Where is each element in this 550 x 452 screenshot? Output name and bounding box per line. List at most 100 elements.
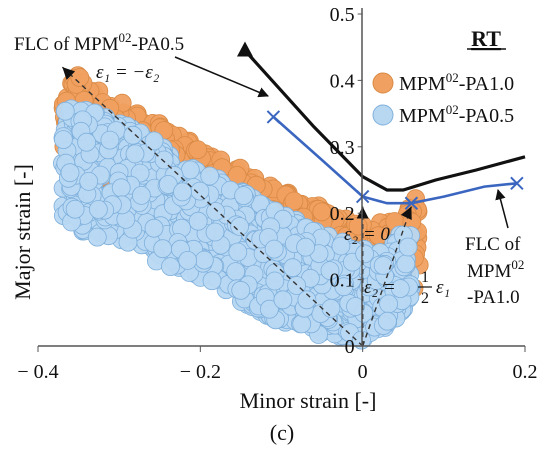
point-pa05 [297,290,317,310]
annotation-eq-plane: ε₂ = 0 [344,224,390,245]
flc-line-1 [272,115,518,205]
point-pa05 [202,271,222,291]
point-pa05 [287,276,307,295]
y-axis-title: Major strain [-] [10,164,35,300]
point-pa05 [265,271,285,291]
point-pa05 [188,211,208,231]
annotation-eq-biaxial-num: 1 [421,269,429,286]
point-pa05 [355,244,375,264]
point-pa05 [259,299,279,319]
point-pa05 [283,258,303,278]
point-pa05 [125,144,145,164]
point-pa05 [111,178,131,198]
x-tick-label: 0.2 [513,361,538,383]
point-pa05 [55,101,75,121]
point-pa05 [190,181,210,201]
point-pa05 [144,131,164,151]
x-tick-label: − 0.2 [180,361,221,383]
legend-label-pa05: MPM02-PA0.5 [399,102,514,127]
point-pa05 [396,254,416,274]
point-pa05 [65,199,85,219]
flc-marker-x [510,176,524,191]
point-pa05 [320,261,340,281]
point-pa05 [331,236,351,256]
point-pa10 [284,191,304,211]
flc-lines [236,41,526,210]
annotation-flc-pa10-line1: FLC of [465,234,521,255]
y-tick-label: 0.1 [330,270,355,292]
point-pa05 [54,130,73,150]
point-pa05 [230,217,250,236]
point-pa05 [346,297,365,316]
legend-marker-pa05 [372,104,394,126]
annotation-flc-pa05: FLC of MPM02-PA0.5 [14,30,184,55]
point-pa05 [87,227,107,247]
legend-marker-pa10 [372,72,394,94]
annotation-eq-biaxial-lhs: ε₂ = [364,277,396,298]
annotation-arrow-flc-pa05 [174,56,269,98]
point-pa05 [228,242,248,262]
point-pa05 [200,166,220,186]
flc-marker-x [404,196,419,210]
point-pa05 [79,171,99,191]
y-tick-label: 0.4 [330,70,355,92]
annotation-flc-pa10-line3: -PA1.0 [467,287,520,308]
point-pa05 [144,218,164,238]
annotation-eq-biaxial-den: 2 [421,290,429,307]
point-pa05 [373,256,393,276]
point-pa05 [234,186,254,206]
point-pa10 [312,202,332,222]
point-pa05 [161,257,180,277]
guide-biaxial [362,206,413,347]
guide-arrowhead [400,206,412,220]
y-tick-label: 0.2 [330,203,355,225]
point-pa05 [194,250,214,270]
annotation-flc-pa10-line2: MPM02 [467,257,524,282]
legend-label-pa10: MPM02-PA1.0 [399,70,514,95]
flc-marker-x [266,110,281,124]
point-pa05 [334,277,354,297]
point-pa05 [173,182,192,202]
annotation-eq-biaxial-rhs: ε₁ [436,277,450,298]
legend: RT MPM02-PA1.0 MPM02-PA0.5 [372,26,514,127]
y-tick-label: 0 [345,336,355,358]
annotation-eq-biaxial: ε₂ = 1 2 ε₁ [364,269,450,307]
y-tick-label: 0.5 [330,4,355,26]
point-pa05 [89,199,108,219]
point-pa05 [180,160,200,180]
point-pa05 [131,185,151,205]
annotations: FLC of MPM02-PA0.5 ε₁ = −ε₂ ε₂ = 0 ε₂ = … [14,30,524,308]
annotation-arrow-flc-pa10 [495,188,509,229]
guide-arrowhead [62,67,76,80]
annotation-eq-uniaxial: ε₁ = −ε₂ [96,62,160,83]
y-tick-label: 0.3 [330,137,355,159]
x-axis-title: Minor strain [-] [240,388,377,413]
point-pa10 [188,140,208,160]
x-tick-label: − 0.4 [17,361,58,383]
point-pa05 [205,222,225,242]
legend-title: RT [471,26,501,51]
flc-marker-triangle [236,41,253,57]
panel-label: (c) [270,420,294,445]
point-pa05 [264,239,284,259]
point-pa05 [154,150,174,170]
point-pa05 [296,237,316,257]
point-pa05 [77,132,96,152]
x-tick-label: 0 [358,361,368,383]
point-pa10 [70,68,90,87]
point-pa05 [60,163,80,183]
point-pa05 [390,279,410,299]
point-pa05 [153,239,173,259]
point-pa05 [377,311,397,331]
point-pa05 [123,125,143,145]
point-pa05 [398,237,418,257]
point-pa05 [100,130,120,150]
point-pa05 [206,202,226,221]
point-pa05 [292,314,312,334]
axis-ticks: − 0.4 − 0.2 0 0.2 0 0.1 0.2 0.3 0.4 0.5 [17,4,537,383]
point-pa05 [321,298,341,318]
flc-line-0 [243,49,526,192]
point-pa05 [273,290,293,310]
scatter-points [53,66,429,350]
